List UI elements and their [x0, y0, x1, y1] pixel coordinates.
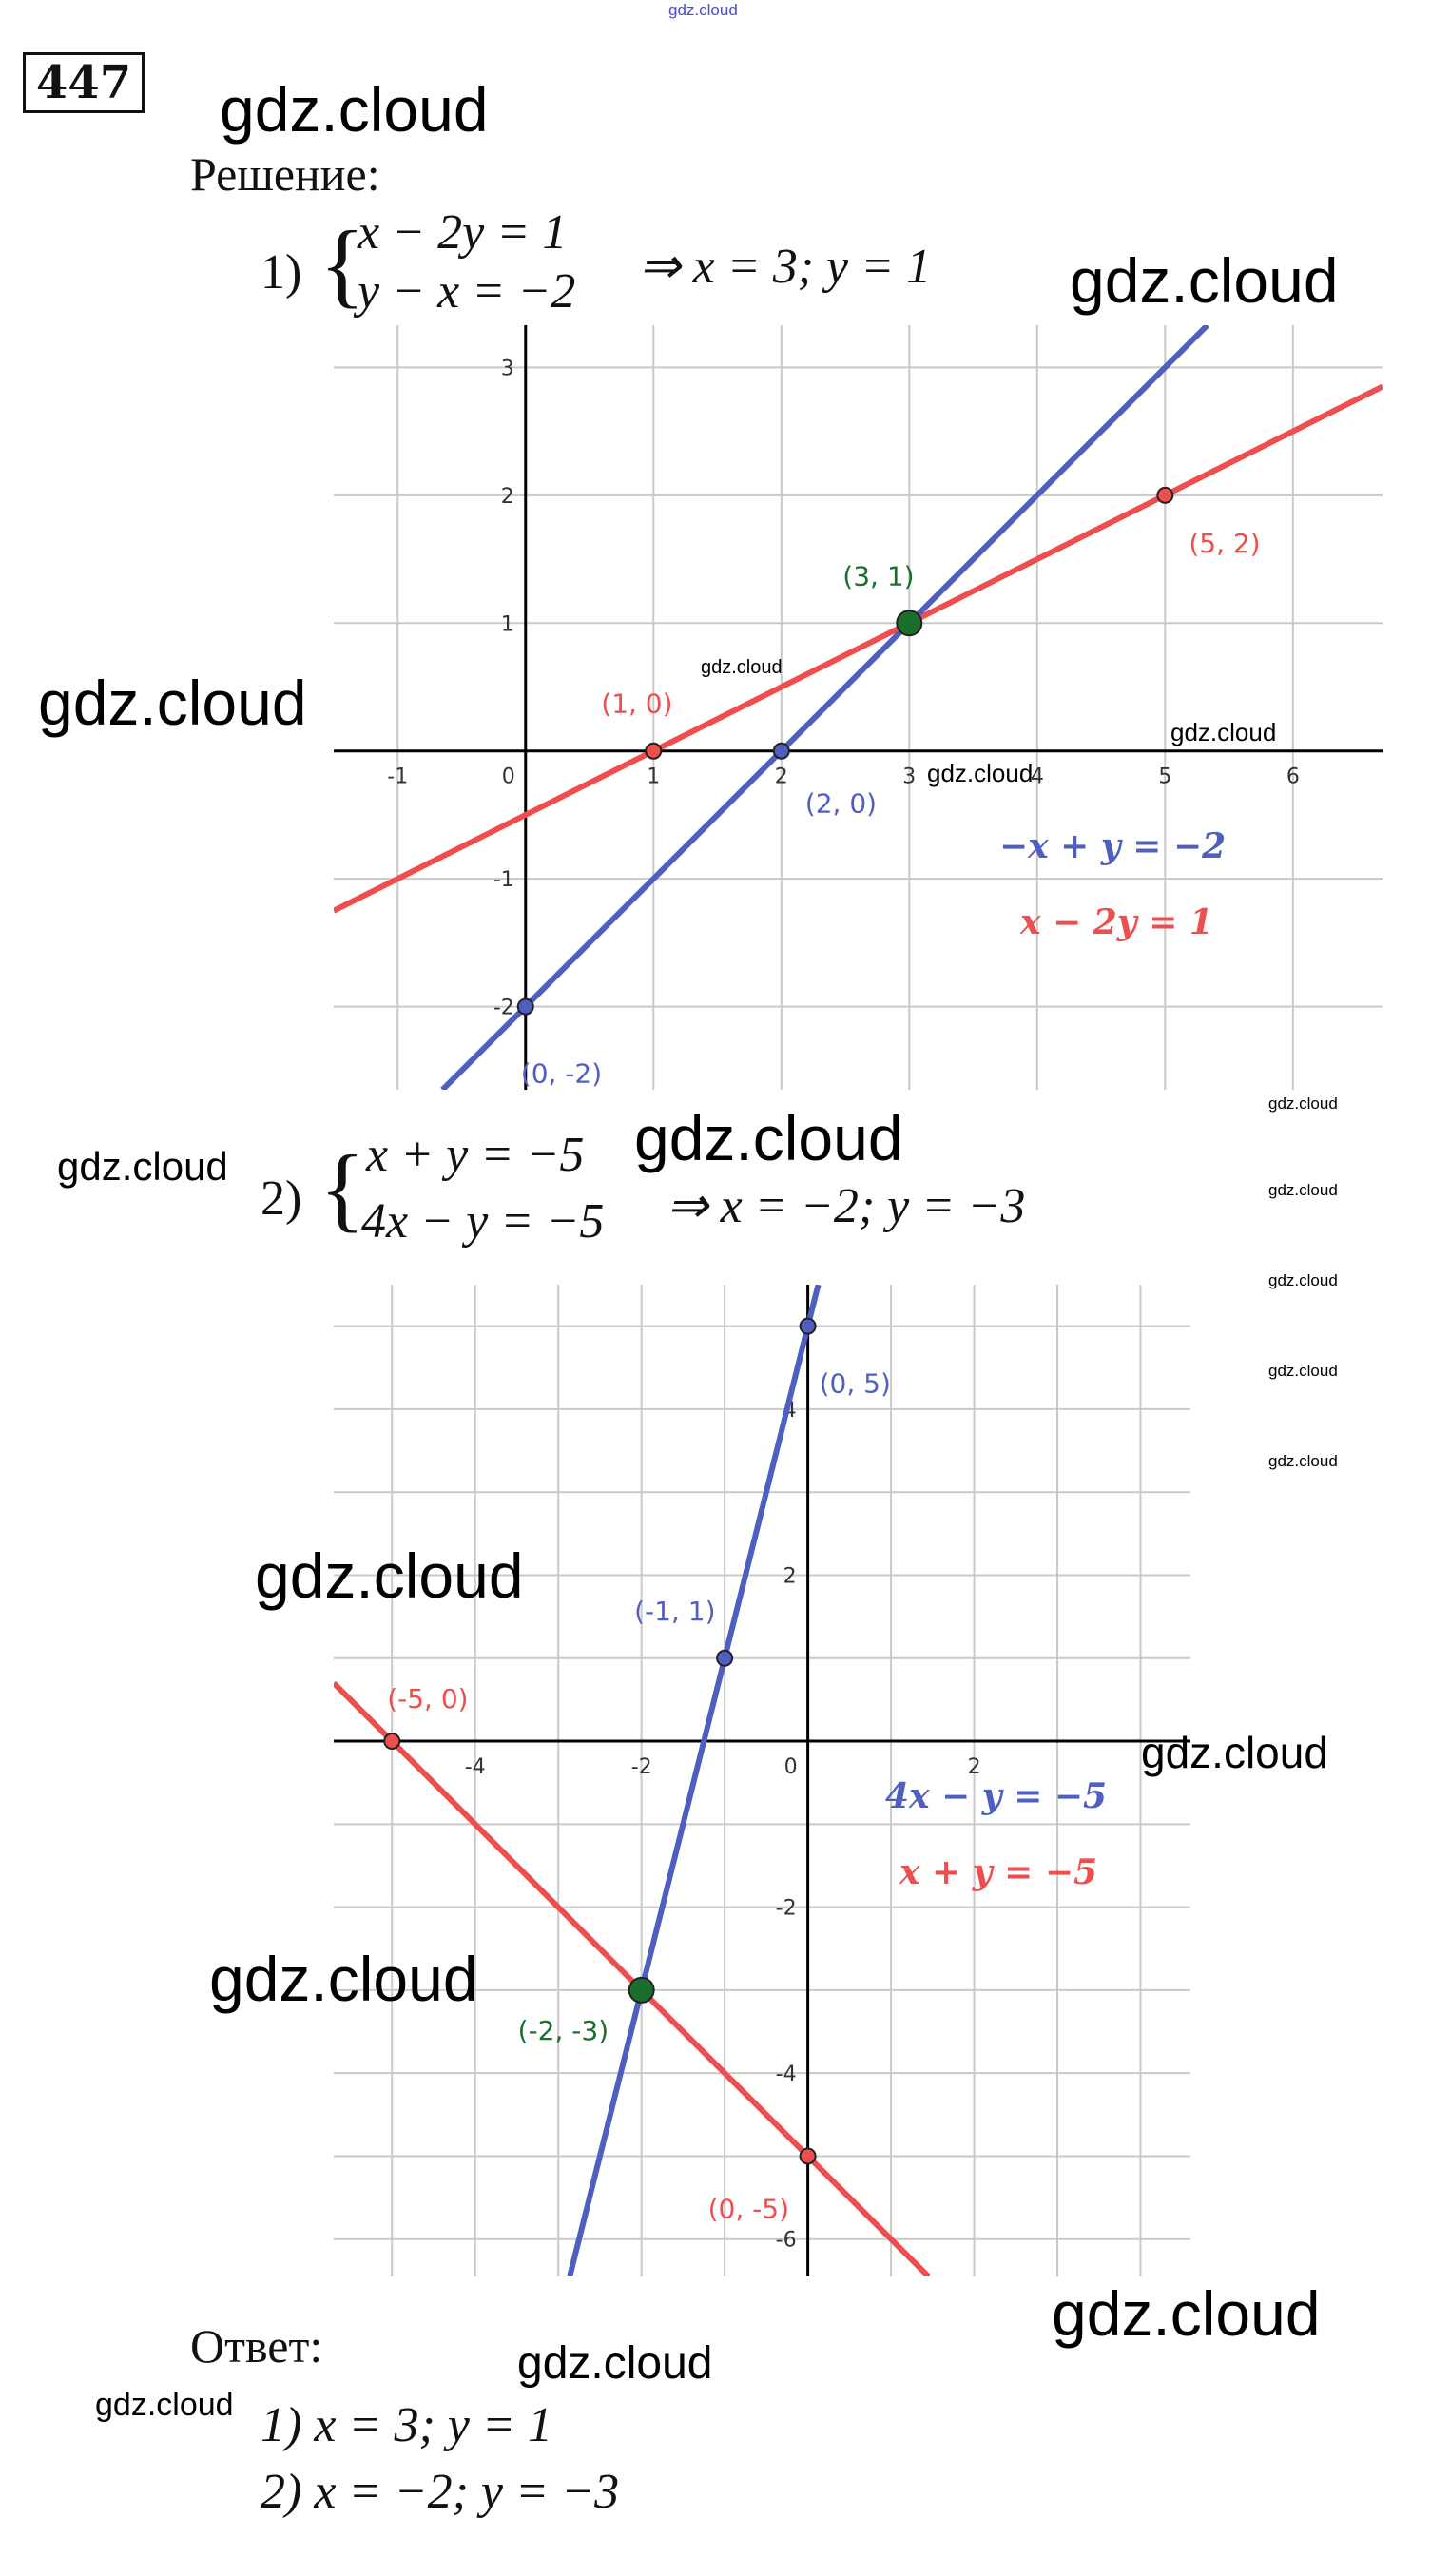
- legend-equation: x − 2y = 1: [1019, 902, 1213, 942]
- part2-eq1: x + y = −5: [366, 1128, 585, 1182]
- series-line: [334, 1680, 931, 2276]
- point-label: (0, -5): [708, 2193, 789, 2224]
- data-point: [383, 1733, 401, 1751]
- watermark: gdz.cloud: [1052, 2278, 1321, 2349]
- y-tick-label: 1: [501, 612, 514, 636]
- part1-eq2: y − x = −2: [358, 264, 576, 319]
- graph-system-2: -4 -2 0 2-6-4-224(-5, 0)(0, -5)(-1, 1)(0, 5…: [334, 1285, 1190, 2276]
- x-tick-label: -2: [631, 1755, 652, 1779]
- watermark: gdz.cloud: [1141, 1728, 1328, 1777]
- y-tick-label: -1: [493, 868, 514, 892]
- data-point: [799, 1317, 817, 1335]
- watermark: gdz.cloud: [517, 2338, 713, 2389]
- watermark: gdz.cloud: [634, 1103, 903, 1173]
- x-tick-label: 4: [1031, 765, 1044, 789]
- x-tick-label: 5: [1158, 765, 1171, 789]
- x-tick-label: 2: [775, 765, 788, 789]
- series-line: [567, 1285, 822, 2276]
- watermark: gdz.cloud: [38, 668, 307, 738]
- watermark: gdz.cloud: [220, 74, 489, 145]
- point-label: (5, 2): [1189, 528, 1260, 559]
- part1-brace: {: [319, 211, 365, 317]
- point-label: (0, -2): [521, 1058, 602, 1090]
- y-tick-label: -4: [776, 2063, 797, 2086]
- data-point: [716, 1649, 734, 1667]
- watermark: gdz.cloud: [668, 1, 738, 19]
- watermark: gdz.cloud: [1170, 718, 1277, 746]
- graph-system-1: -1 0 1 2 3 4 5 6 -2 -1 1 2 3 (1, 0) (5, 2) (2, 0) (0, -2…: [334, 325, 1383, 1090]
- watermark: gdz.cloud: [209, 1944, 478, 2014]
- point-label: (3, 1): [842, 560, 914, 591]
- x-tick-label: 2: [968, 1755, 981, 1779]
- data-point: [896, 610, 923, 637]
- point-label: (1, 0): [601, 688, 672, 720]
- watermark: gdz.cloud: [95, 2387, 234, 2423]
- series-line: [440, 325, 1209, 1090]
- answer-heading: Ответ:: [190, 2319, 323, 2373]
- part1-label: 1): [261, 245, 302, 300]
- watermark: gdz.cloud: [1268, 1452, 1338, 1470]
- y-tick-label: 2: [783, 1564, 797, 1588]
- watermark: gdz.cloud: [1268, 1094, 1338, 1113]
- x-tick-label: 1: [647, 765, 660, 789]
- watermark: gdz.cloud: [1268, 1362, 1338, 1380]
- point-label: (-1, 1): [634, 1596, 715, 1627]
- data-point: [516, 997, 534, 1016]
- x-tick-label: 6: [1286, 765, 1300, 789]
- x-tick-label: -4: [465, 1755, 486, 1779]
- y-tick-label: 2: [501, 485, 514, 509]
- x-tick-label: -1: [387, 765, 408, 789]
- answer-item-1: 1) x = 3; y = 1: [261, 2398, 552, 2452]
- series-line: [334, 383, 1383, 914]
- part2-label: 2): [261, 1172, 302, 1226]
- watermark: gdz.cloud: [1070, 245, 1339, 316]
- data-point: [645, 742, 663, 760]
- x-tick-label: 0: [502, 765, 515, 789]
- legend-equation: x + y = −5: [899, 1852, 1097, 1892]
- watermark: gdz.cloud: [57, 1144, 228, 1189]
- point-label: (-2, -3): [518, 2015, 609, 2046]
- answer-item-2: 2) x = −2; y = −3: [261, 2465, 620, 2519]
- y-tick-label: -2: [776, 1897, 797, 1921]
- watermark: gdz.cloud: [701, 657, 783, 678]
- solution-heading: Решение:: [190, 147, 380, 201]
- part2-eq2: 4x − y = −5: [361, 1194, 605, 1249]
- watermark: gdz.cloud: [255, 1540, 524, 1611]
- point-label: (2, 0): [805, 788, 877, 820]
- watermark: gdz.cloud: [927, 759, 1034, 787]
- y-tick-label: -6: [776, 2229, 797, 2253]
- data-point: [1156, 486, 1174, 504]
- part1-result: ⇒ x = 3; y = 1: [639, 240, 932, 294]
- part1-eq1: x − 2y = 1: [358, 205, 568, 260]
- data-point: [799, 2147, 817, 2165]
- data-point: [628, 1976, 655, 2004]
- legend-equation: 4x − y = −5: [885, 1776, 1107, 1816]
- x-tick-label: 0: [784, 1755, 798, 1779]
- problem-number: 447: [23, 52, 145, 113]
- data-point: [772, 742, 790, 760]
- watermark: gdz.cloud: [1268, 1271, 1338, 1289]
- y-tick-label: 3: [501, 357, 514, 380]
- point-label: (0, 5): [820, 1368, 891, 1400]
- legend-equation: −x + y = −2: [999, 826, 1226, 866]
- x-tick-label: 3: [902, 765, 916, 789]
- part2-brace: {: [319, 1135, 365, 1241]
- watermark: gdz.cloud: [1268, 1181, 1338, 1199]
- y-tick-label: -2: [493, 997, 514, 1020]
- part2-result: ⇒ x = −2; y = −3: [667, 1179, 1026, 1233]
- point-label: (-5, 0): [387, 1683, 468, 1714]
